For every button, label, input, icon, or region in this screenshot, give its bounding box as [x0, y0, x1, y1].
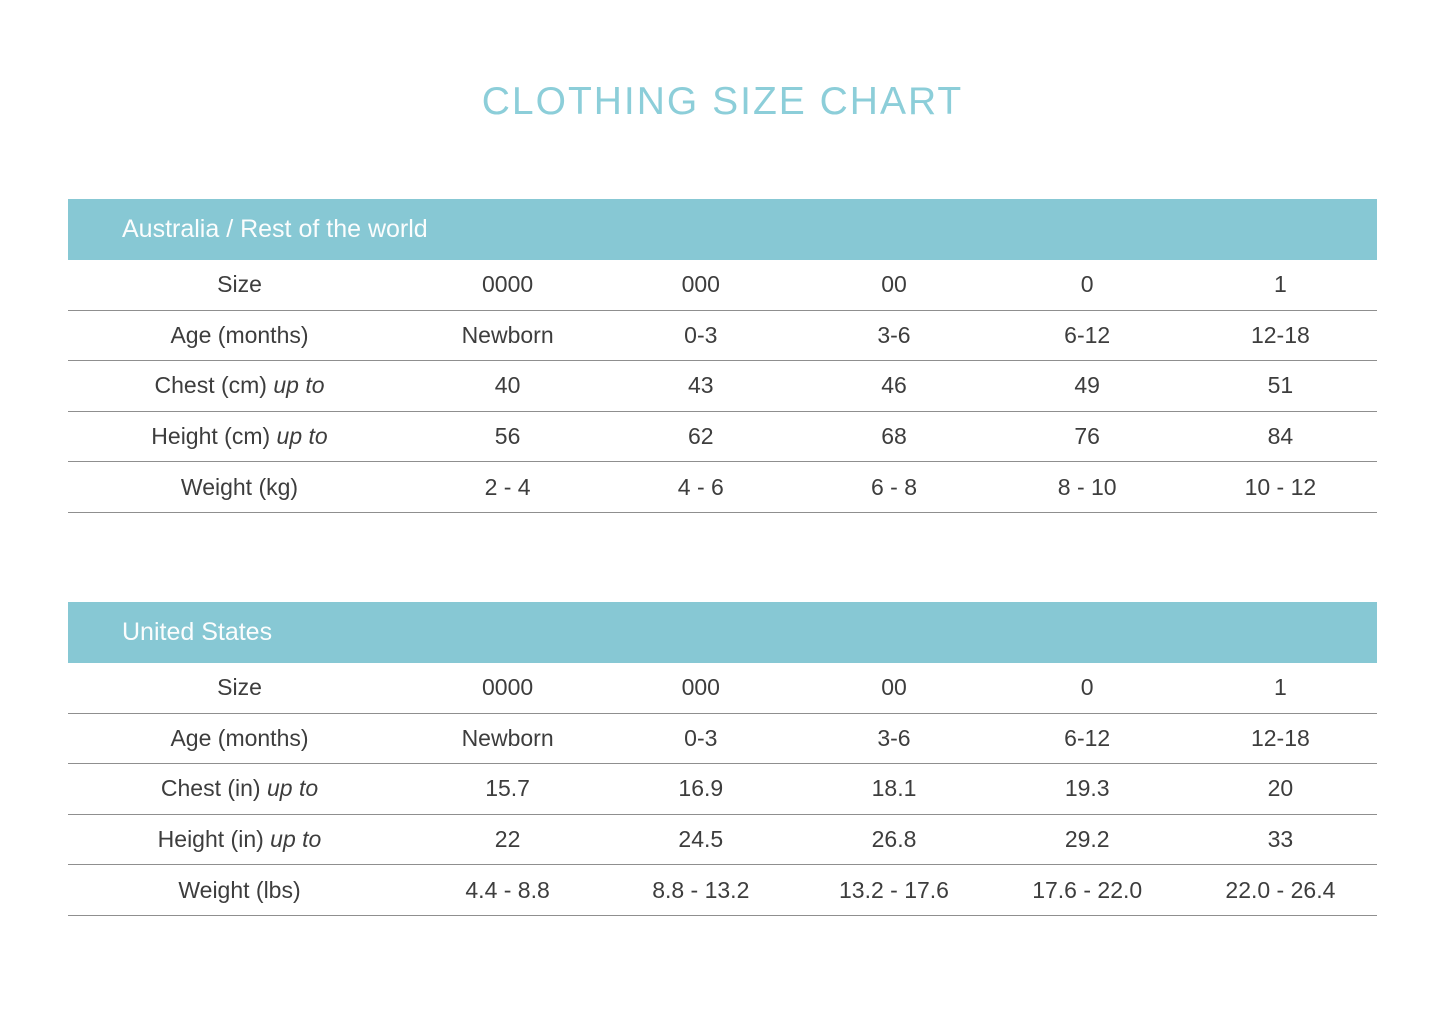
- table-cell: 0: [1080, 674, 1094, 701]
- table-row: Size 0000 000 00 0 1: [68, 260, 1377, 311]
- table-cell: 84: [1267, 423, 1294, 450]
- table-cell: 4 - 6: [677, 473, 724, 500]
- table-cell: 6-12: [1064, 724, 1111, 751]
- table-row: Size 0000 000 00 0 1: [68, 663, 1377, 714]
- table-cell: 00: [881, 271, 907, 298]
- table-cell: 0000: [482, 271, 534, 298]
- table-cell: 8.8 - 13.2: [652, 876, 750, 903]
- table-cell: 46: [881, 372, 907, 399]
- table-header-australia: Australia / Rest of the world: [68, 199, 1377, 260]
- table-row: Height (in) up to 22 24.5 26.8 29.2 33: [68, 815, 1377, 866]
- table-cell: 17.6 - 22.0: [1032, 876, 1143, 903]
- row-label-suffix: up to: [263, 826, 322, 853]
- table-cell: 000: [681, 674, 720, 701]
- table-cell: 8 - 10: [1057, 473, 1117, 500]
- table-cell: 16.9: [678, 775, 724, 802]
- table-cell: 12-18: [1250, 321, 1310, 348]
- table-body: Size 0000 000 00 0 1 Age (months) Newborn 0-3 3-6…: [68, 260, 1377, 513]
- table-row: Weight (kg) 2 - 4 4 - 6 6 - 8 8 - 10 10 - 12: [68, 462, 1377, 513]
- row-label: Weight (lbs): [178, 876, 301, 903]
- row-label: Size: [217, 674, 262, 701]
- table-body: Size 0000 000 00 0 1 Age (months) Newborn 0-3 3-6…: [68, 663, 1377, 916]
- table-cell: 0-3: [684, 321, 718, 348]
- table-cell: 24.5: [678, 826, 724, 853]
- table-cell: 0: [1080, 271, 1094, 298]
- table-cell: 33: [1267, 826, 1294, 853]
- row-label: Height (cm) up to: [151, 423, 328, 450]
- row-label: Weight (kg): [180, 473, 299, 500]
- table-cell: 15.7: [485, 775, 530, 802]
- table-cell: 4.4 - 8.8: [465, 876, 550, 903]
- row-label: Chest (cm) up to: [154, 372, 325, 399]
- table-cell: 22.0 - 26.4: [1225, 876, 1336, 903]
- table-cell: 29.2: [1064, 826, 1110, 853]
- table-cell: 68: [881, 423, 907, 450]
- table-cell: 20: [1267, 775, 1294, 802]
- table-cell: 62: [687, 423, 714, 450]
- table-cell: 10 - 12: [1244, 473, 1317, 500]
- row-label: Chest (in) up to: [160, 775, 319, 802]
- table-cell: 0-3: [684, 724, 718, 751]
- table-cell: 22: [494, 826, 521, 853]
- table-cell: 40: [494, 372, 521, 399]
- table-cell: 19.3: [1064, 775, 1110, 802]
- table-cell: 2 - 4: [484, 473, 531, 500]
- table-cell: 3-6: [877, 724, 911, 751]
- table-cell: 51: [1267, 372, 1294, 399]
- page-title: CLOTHING SIZE CHART: [481, 80, 964, 123]
- row-label-suffix: up to: [260, 775, 319, 802]
- row-label: Size: [217, 271, 262, 298]
- table-cell: 6 - 8: [870, 473, 917, 500]
- row-label-suffix: up to: [266, 372, 325, 399]
- table-row: Age (months) Newborn 0-3 3-6 6-12 12-18: [68, 714, 1377, 765]
- size-table-united-states: United States Size 0000 000 00 0 1 Age (months…: [68, 602, 1377, 916]
- row-label: Age (months): [170, 321, 309, 348]
- table-row: Weight (lbs) 4.4 - 8.8 8.8 - 13.2 13.2 - 17…: [68, 865, 1377, 916]
- table-cell: 13.2 - 17.6: [839, 876, 949, 903]
- table-cell: Newborn: [461, 724, 554, 751]
- table-cell: 49: [1074, 372, 1100, 399]
- table-cell: 26.8: [871, 826, 917, 853]
- table-cell: 76: [1074, 423, 1100, 450]
- table-cell: 1: [1273, 674, 1287, 701]
- table-row: Age (months) Newborn 0-3 3-6 6-12 12-18: [68, 311, 1377, 362]
- table-cell: 56: [494, 423, 521, 450]
- table-cell: 12-18: [1250, 724, 1310, 751]
- size-table-australia: Australia / Rest of the world Size 0000 00…: [68, 199, 1377, 513]
- table-cell: 0000: [482, 674, 534, 701]
- row-label: Height (in) up to: [157, 826, 322, 853]
- table-cell: 3-6: [877, 321, 911, 348]
- table-cell: 18.1: [871, 775, 917, 802]
- row-label-suffix: up to: [270, 423, 328, 450]
- table-header-united-states: United States: [68, 602, 1377, 663]
- row-label: Age (months): [170, 724, 309, 751]
- table-row: Chest (in) up to 15.7 16.9 18.1 19.3 20: [68, 764, 1377, 815]
- table-cell: Newborn: [461, 321, 554, 348]
- table-cell: 1: [1273, 271, 1287, 298]
- table-cell: 00: [881, 674, 907, 701]
- table-cell: 000: [681, 271, 720, 298]
- table-row: Chest (cm) up to 40 43 46 49 51: [68, 361, 1377, 412]
- table-row: Height (cm) up to 56 62 68 76 84: [68, 412, 1377, 463]
- table-cell: 43: [687, 372, 714, 399]
- table-cell: 6-12: [1064, 321, 1111, 348]
